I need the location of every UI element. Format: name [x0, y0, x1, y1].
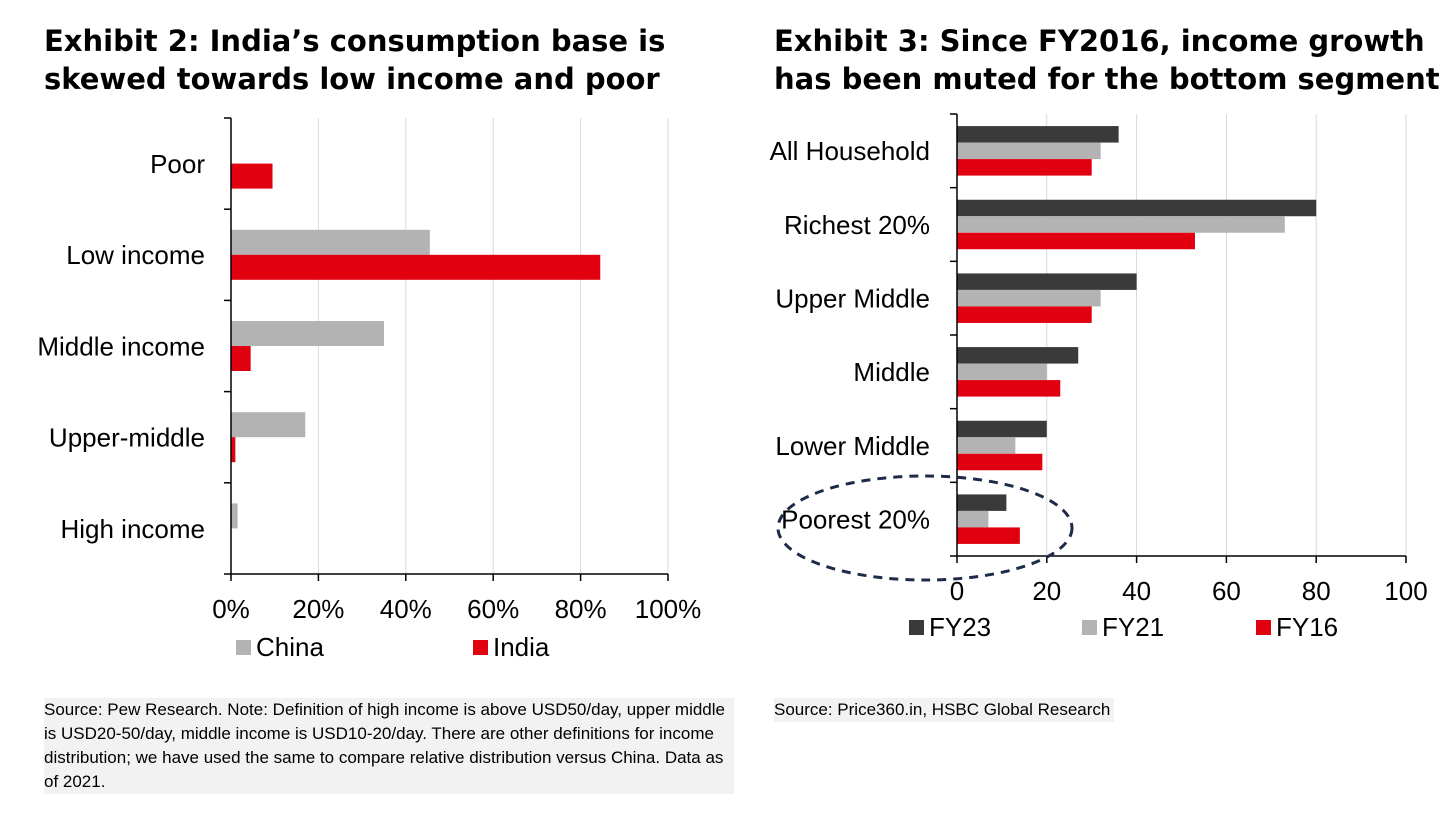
exhibit3-bar-fy21-upper-middle: [957, 289, 1101, 307]
exhibit3-bar-fy23-all-household: [957, 126, 1119, 143]
exhibit3-bar-fy23-upper-middle: [957, 273, 1137, 290]
exhibit3-category-label-middle: Middle: [853, 357, 930, 387]
exhibit3-category-label-lower-middle: Lower Middle: [775, 431, 930, 461]
exhibit2-legend-label-india: India: [493, 632, 550, 662]
exhibit2-x-tick-label-100: 100%: [635, 594, 702, 624]
exhibit2-bar-china-low-income: [231, 229, 430, 255]
exhibit3-bar-fy16-poorest-20: [957, 527, 1020, 544]
exhibit3-bar-fy23-poorest-20: [957, 494, 1007, 511]
exhibit3-x-tick-label-100: 100: [1384, 576, 1427, 606]
exhibit2-x-tick-label-60: 60%: [467, 594, 519, 624]
exhibit3-bar-fy21-poorest-20: [957, 510, 989, 528]
exhibit2-category-label-poor: Poor: [150, 149, 205, 179]
exhibit2-legend-swatch-india: [473, 640, 488, 655]
exhibit3-bar-fy21-richest-20: [957, 216, 1285, 233]
exhibit3-category-label-upper-middle: Upper Middle: [775, 284, 930, 314]
exhibit3-bar-fy23-middle: [957, 347, 1079, 364]
exhibit2-title: Exhibit 2: India’s consumption base is s…: [44, 22, 665, 98]
exhibit3-category-label-richest-20: Richest 20%: [784, 210, 930, 240]
exhibit2-x-tick-label-20: 20%: [292, 594, 344, 624]
exhibit3-bar-fy16-lower-middle: [957, 453, 1043, 471]
exhibit2-title-line-2: skewed towards low income and poor: [44, 62, 660, 96]
exhibit2-bar-india-low-income: [231, 254, 601, 280]
exhibit3-bar-fy16-upper-middle: [957, 306, 1092, 323]
exhibit3-bar-fy21-all-household: [957, 142, 1101, 160]
exhibit2-category-label-low-income: Low income: [66, 240, 205, 270]
exhibit3-legend-swatch-fy16: [1256, 620, 1271, 635]
exhibit2-source-note: Source: Pew Research. Note: Definition o…: [44, 698, 734, 794]
exhibit3-bar-fy16-middle: [957, 380, 1061, 397]
exhibit3-x-tick-label-40: 40: [1122, 576, 1151, 606]
exhibit3-category-label-poorest-20: Poorest 20%: [781, 505, 930, 535]
exhibit2-category-label-high-income: High income: [60, 514, 205, 544]
exhibit3-x-tick-label-20: 20: [1032, 576, 1061, 606]
exhibit2-legend-label-china: China: [256, 632, 324, 662]
exhibit2-legend-swatch-china: [236, 640, 251, 655]
exhibit3-x-tick-label-0: 0: [950, 576, 964, 606]
exhibit3-title-line-2: has been muted for the bottom segment: [774, 62, 1440, 96]
exhibit2-bar-india-middle-income: [231, 346, 251, 371]
exhibit3-source-note: Source: Price360.in, HSBC Global Researc…: [774, 698, 1115, 722]
exhibit2-x-tick-label-40: 40%: [380, 594, 432, 624]
exhibit3-title: Exhibit 3: Since FY2016, income growth h…: [774, 22, 1440, 98]
exhibit3-legend-swatch-fy21: [1082, 620, 1097, 635]
exhibit2-bar-china-middle-income: [231, 321, 384, 346]
exhibit2-category-label-upper-middle: Upper-middle: [49, 423, 205, 453]
exhibit2-bar-india-poor: [231, 163, 273, 189]
exhibit3-bar-fy16-all-household: [957, 159, 1092, 176]
exhibit3-legend-label-fy21: FY21: [1102, 612, 1164, 642]
exhibit2-title-line-1: Exhibit 2: India’s consumption base is: [44, 24, 666, 58]
exhibit3-x-tick-label-80: 80: [1302, 576, 1331, 606]
exhibit2-bar-india-upper-middle: [231, 437, 236, 463]
exhibit3-bar-fy23-richest-20: [957, 199, 1317, 217]
exhibit3-bar-fy23-lower-middle: [957, 420, 1047, 438]
exhibit3-legend-swatch-fy23: [909, 620, 924, 635]
exhibit3-bar-fy21-middle: [957, 363, 1047, 381]
exhibit3-title-line-1: Exhibit 3: Since FY2016, income growth: [774, 24, 1425, 58]
exhibit3-bar-fy16-richest-20: [957, 232, 1195, 250]
exhibit2-category-label-middle-income: Middle income: [37, 331, 205, 361]
exhibit2-bar-china-upper-middle: [231, 412, 306, 438]
exhibit2-x-tick-label-80: 80%: [555, 594, 607, 624]
exhibit3-x-tick-label-60: 60: [1212, 576, 1241, 606]
exhibit3-poorest-highlight-ellipse: [776, 474, 1074, 582]
exhibit3-legend-label-fy23: FY23: [929, 612, 991, 642]
exhibit2-bar-china-high-income: [231, 503, 238, 529]
exhibit3-legend-label-fy16: FY16: [1276, 612, 1338, 642]
exhibit3-category-label-all-household: All Household: [770, 136, 930, 166]
exhibit3-bar-fy21-lower-middle: [957, 437, 1016, 454]
exhibit2-x-tick-label-0: 0%: [212, 594, 250, 624]
